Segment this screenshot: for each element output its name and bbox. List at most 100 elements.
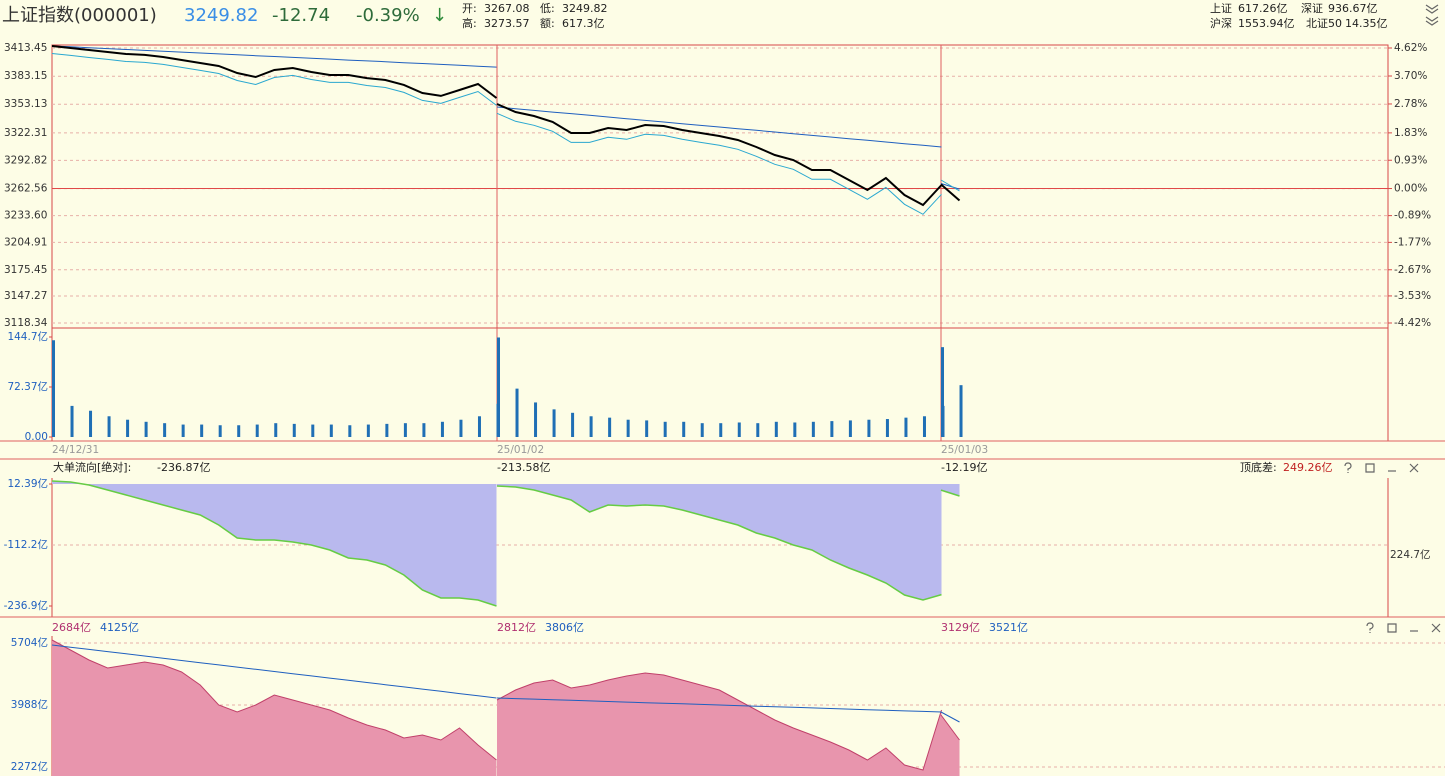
volume-bar (719, 423, 723, 437)
window-controls (1425, 4, 1439, 26)
amount-area (52, 640, 497, 776)
spread-label: 顶底差: (1240, 460, 1277, 474)
volume-bar (255, 424, 259, 437)
price-line (940, 179, 960, 192)
y-tick-label: -236.9亿 (4, 599, 48, 612)
day-label-a: 2812亿 (497, 621, 536, 634)
market-value: 936.67亿 (1328, 2, 1378, 15)
volume-bar (811, 421, 815, 437)
y2-tick-label: 4.62% (1394, 42, 1427, 54)
volume-bar (107, 416, 111, 437)
stat-label: 低: (540, 2, 555, 15)
volume-bar (348, 425, 352, 437)
volume-bar (181, 424, 185, 437)
volume-bar (237, 425, 241, 437)
volume-bar (497, 337, 500, 437)
volume-bar (126, 419, 130, 437)
y2-tick-label: -4.42% (1394, 317, 1431, 329)
y2-label: 224.7亿 (1390, 548, 1431, 561)
date-label: 25/01/03 (941, 444, 988, 456)
amount-line (496, 672, 942, 771)
volume-bar (52, 340, 55, 437)
price-panel-frame (51, 44, 1389, 329)
volume-bar (163, 423, 167, 437)
y-tick-label: 3147.27 (4, 290, 47, 302)
day-label-b: 4125亿 (100, 621, 139, 634)
market-label: 沪深 (1210, 16, 1232, 30)
price-line (940, 183, 961, 202)
y-tick-label: 3292.82 (4, 154, 47, 166)
restore-icon[interactable] (1365, 463, 1375, 473)
volume-bar (682, 421, 686, 437)
volume-bar (534, 402, 538, 437)
flow-day-total: -12.19亿 (941, 461, 987, 474)
y-tick-label: 3262.56 (4, 183, 48, 195)
trend-arrow: ↓ (432, 5, 447, 26)
day-label-b: 3521亿 (989, 621, 1028, 634)
volume-bar (274, 423, 278, 437)
flow-line (940, 489, 960, 497)
flow-area (941, 484, 960, 496)
stat-label: 额: (540, 17, 555, 30)
y-tick-label: 144.7亿 (7, 330, 48, 343)
flow-title: 大单流向[绝对]: (53, 460, 131, 474)
expand-icon[interactable] (1425, 16, 1439, 26)
y-tick-label: 3353.13 (4, 98, 47, 110)
volume-bar (941, 347, 944, 437)
volume-bar (922, 416, 926, 437)
volume-bar (329, 424, 333, 437)
price-line (51, 53, 497, 106)
date-label: 24/12/31 (52, 444, 99, 456)
volume-bar (700, 423, 704, 437)
collapse-icon[interactable] (1425, 4, 1439, 14)
volume-bar (311, 424, 315, 437)
volume-bar (793, 422, 797, 437)
help-icon[interactable] (1366, 622, 1374, 633)
volume-bar (626, 419, 630, 437)
amount-line (51, 639, 497, 761)
volume-bar (385, 423, 389, 437)
market-value: 617.26亿 (1238, 2, 1288, 15)
price-line (51, 45, 497, 68)
y2-tick-label: 2.78% (1394, 98, 1427, 110)
day-label-a: 2684亿 (52, 621, 91, 634)
window-controls (1344, 462, 1419, 473)
last-price: 3249.82 (184, 5, 258, 26)
y-tick-label: 3118.34 (4, 317, 48, 329)
y-tick-label: 0.00 (25, 431, 48, 443)
y-tick-label: 3204.91 (4, 236, 47, 248)
y-tick-label: 3175.45 (4, 264, 47, 276)
price-line (496, 106, 942, 148)
volume-bar (144, 421, 148, 437)
y2-tick-label: -1.77% (1394, 236, 1431, 248)
spread-value: 249.26亿 (1283, 461, 1333, 474)
y-tick-label: -112.2亿 (4, 538, 48, 551)
price-line (496, 112, 942, 215)
y2-tick-label: 0.93% (1394, 154, 1427, 166)
volume-bar (366, 424, 370, 437)
y2-tick-label: 1.83% (1394, 127, 1427, 139)
volume-bar (867, 419, 871, 437)
market-value: 1553.94亿 (1238, 17, 1295, 30)
volume-bar (608, 417, 612, 437)
volume-bar (904, 417, 908, 437)
price-change: -12.74 (272, 5, 330, 26)
price-line (51, 45, 498, 99)
stat-value: 3267.08 (484, 2, 530, 15)
y-tick-label: 3413.45 (4, 42, 47, 54)
restore-icon[interactable] (1387, 623, 1397, 633)
volume-bar (552, 409, 556, 437)
volume-bar (645, 420, 649, 437)
close-icon[interactable] (1431, 623, 1441, 633)
price-change-pct: -0.39% (356, 5, 420, 26)
volume-bar (422, 423, 426, 437)
volume-bar (756, 423, 760, 437)
help-icon[interactable] (1344, 462, 1352, 473)
price-line (496, 103, 943, 207)
y-tick-label: 3988亿 (11, 698, 48, 711)
close-icon[interactable] (1409, 463, 1419, 473)
flow-area (497, 484, 942, 600)
y2-tick-label: 3.70% (1394, 70, 1427, 82)
index-name: 上证指数(000001) (2, 5, 157, 26)
